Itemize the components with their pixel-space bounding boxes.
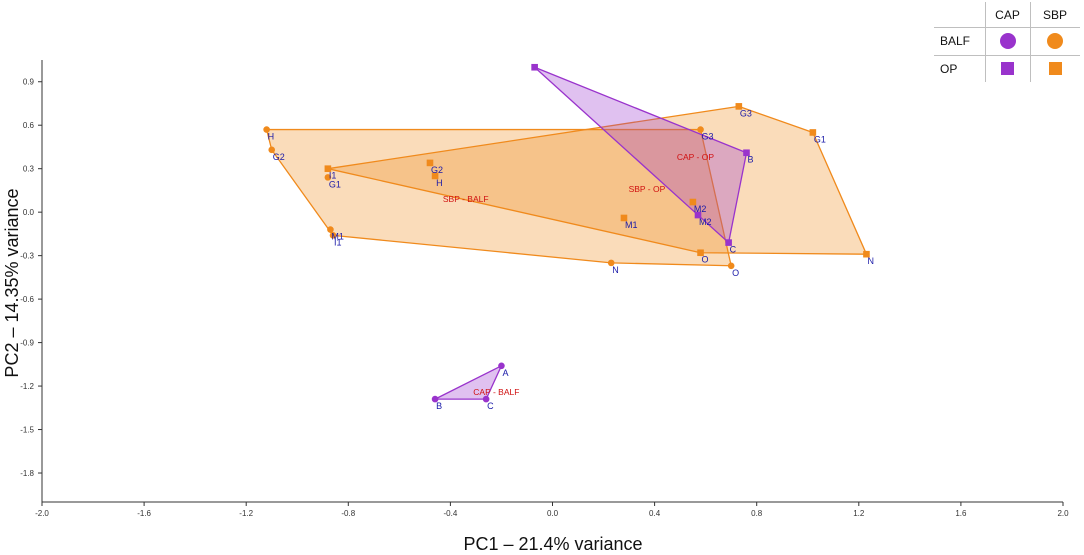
legend-cell-cap-balf	[985, 27, 1030, 55]
y-tick-label: -0.6	[20, 295, 34, 304]
y-tick-label: 0.3	[23, 165, 35, 174]
y-tick-label: 0.9	[23, 78, 35, 87]
x-tick-label: -0.8	[341, 509, 355, 518]
point-label: C	[487, 401, 494, 411]
hull-label-sbp-balf: SBP - BALF	[443, 194, 489, 204]
point-label: G3	[740, 108, 752, 118]
y-tick-label: -1.2	[20, 382, 34, 391]
hull-label-sbp-op: SBP - OP	[629, 184, 666, 194]
point-label: G1	[814, 134, 826, 144]
point-cap-balf-a	[498, 362, 505, 370]
cap-balf-circle-marker	[999, 33, 1016, 49]
y-tick-label: -1.5	[20, 426, 34, 435]
hull-cap-balf	[434, 365, 503, 400]
point-sbp-op-g2	[426, 159, 434, 167]
point-sbp-op-m2	[689, 198, 697, 206]
x-tick-label: 1.6	[955, 509, 967, 518]
x-axis-title: PC1 – 21.4% variance	[463, 534, 642, 554]
point-label: O	[732, 268, 739, 278]
point-sbp-op-m1	[620, 214, 628, 222]
x-tick-label: -1.6	[137, 509, 151, 518]
point-sbp-balf-g3	[697, 126, 704, 133]
point-cap-op-m2	[694, 211, 702, 219]
point-sbp-balf-g2	[268, 146, 276, 154]
legend-col-sbp: SBP	[1042, 7, 1067, 22]
point-label: M1	[331, 232, 344, 242]
y-tick-label: 0.6	[23, 121, 35, 130]
point-label: C	[730, 245, 737, 255]
point-sbp-op-n	[863, 250, 870, 258]
point-label: G2	[273, 152, 285, 162]
point-label: H	[436, 178, 443, 188]
point-label: G3	[702, 132, 714, 142]
point-sbp-balf-h	[263, 126, 270, 133]
x-tick-label: -1.2	[239, 509, 253, 518]
x-tick-label: 0.4	[649, 509, 661, 518]
legend-row-op: OP	[940, 61, 958, 76]
point-label: O	[702, 255, 709, 265]
point-label: M1	[625, 220, 638, 230]
point-sbp-op-o	[697, 249, 704, 257]
y-tick-label: -1.8	[20, 469, 34, 478]
point-label: H	[268, 132, 275, 142]
x-tick-label: 0.0	[547, 509, 559, 518]
point-cap-balf-b	[431, 395, 439, 403]
point-sbp-op-h	[431, 172, 439, 180]
point-sbp-op-i1	[324, 165, 332, 172]
legend-cell-sbp-balf	[1030, 27, 1080, 55]
point-label: G2	[431, 165, 443, 175]
hull-sbp-op	[327, 105, 868, 255]
legend: CAP SBP BALF OP	[934, 2, 1080, 82]
point-label: M2	[699, 217, 712, 227]
point-label: M2	[694, 204, 707, 214]
point-sbp-balf-m1	[327, 226, 334, 233]
hull-label-cap-balf: CAP - BALF	[473, 387, 519, 397]
legend-row-balf: BALF	[940, 34, 971, 48]
legend-cell-sbp-op	[1030, 55, 1080, 82]
point-label: B	[747, 155, 753, 165]
point-sbp-balf-i1	[329, 232, 337, 239]
x-tick-label: 0.8	[751, 509, 763, 518]
point-cap-op-c	[725, 239, 732, 246]
point-label: G1	[329, 179, 341, 189]
y-axis-title: PC2 – 14.35% variance	[2, 188, 22, 377]
sbp-op-square-marker	[1048, 62, 1062, 75]
legend-col-cap: CAP	[995, 7, 1020, 22]
point-label: B	[436, 401, 442, 411]
point-label: I1	[329, 171, 337, 181]
point-cap-balf-c	[482, 395, 490, 403]
y-tick-label: -0.9	[20, 339, 34, 348]
y-tick-label: -0.3	[20, 252, 34, 261]
point-sbp-balf-n	[607, 259, 615, 267]
point-sbp-balf-o	[727, 262, 735, 270]
point-label: A	[502, 368, 508, 378]
x-tick-label: -2.0	[35, 509, 49, 518]
point-sbp-op-g3	[735, 103, 743, 110]
point-cap-op-b	[743, 149, 750, 157]
point-cap-op	[531, 63, 538, 71]
x-tick-label: 1.2	[853, 509, 865, 518]
point-label: N	[612, 265, 619, 275]
sbp-balf-circle-marker	[1047, 33, 1063, 49]
point-sbp-balf-g1	[324, 174, 332, 181]
cap-op-square-marker	[1001, 62, 1014, 75]
legend-cell-cap-op	[985, 55, 1030, 82]
hull-label-cap-op: CAP - OP	[677, 152, 714, 162]
x-tick-label: 2.0	[1057, 509, 1069, 518]
point-sbp-op-g1	[809, 129, 817, 136]
x-tick-label: -0.4	[444, 509, 458, 518]
y-tick-label: 0.0	[23, 208, 35, 217]
point-label: N	[867, 256, 874, 266]
point-label: I1	[334, 237, 342, 247]
